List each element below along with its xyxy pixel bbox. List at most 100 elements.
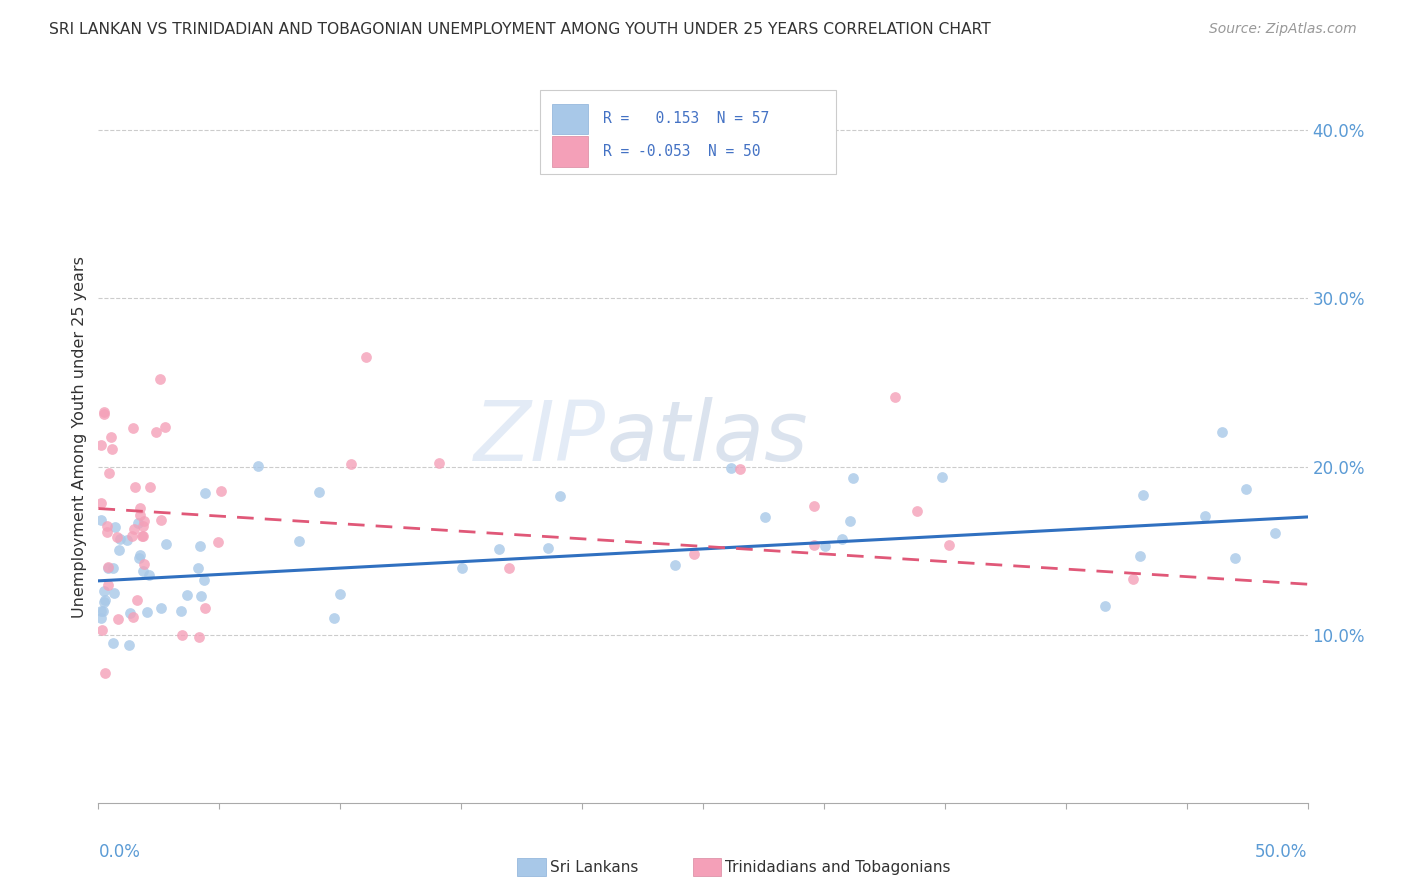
- Point: [127, 516, 149, 530]
- Point: [427, 456, 450, 470]
- Point: [803, 538, 825, 552]
- Text: Trinidadians and Tobagonians: Trinidadians and Tobagonians: [725, 860, 950, 874]
- Point: [101, 442, 124, 456]
- Point: [104, 520, 127, 534]
- Point: [90, 438, 112, 452]
- Point: [129, 500, 152, 515]
- Point: [838, 515, 860, 529]
- Point: [108, 532, 131, 546]
- Point: [153, 419, 176, 434]
- Point: [136, 606, 159, 620]
- Point: [115, 533, 138, 547]
- Point: [97, 561, 120, 575]
- Point: [103, 586, 125, 600]
- Point: [187, 630, 209, 644]
- Point: [720, 461, 742, 475]
- Point: [101, 561, 124, 575]
- Text: Source: ZipAtlas.com: Source: ZipAtlas.com: [1209, 22, 1357, 37]
- Point: [1122, 572, 1144, 586]
- Point: [170, 604, 193, 618]
- Y-axis label: Unemployment Among Youth under 25 years: Unemployment Among Youth under 25 years: [72, 256, 87, 618]
- Point: [207, 534, 229, 549]
- Point: [155, 537, 177, 551]
- Point: [96, 518, 118, 533]
- Point: [118, 639, 141, 653]
- Point: [139, 480, 162, 494]
- Point: [124, 479, 146, 493]
- Point: [132, 557, 155, 571]
- Point: [121, 421, 143, 435]
- Point: [138, 567, 160, 582]
- Point: [176, 588, 198, 602]
- Point: [149, 513, 172, 527]
- Point: [190, 589, 212, 603]
- Point: [145, 425, 167, 440]
- Point: [356, 350, 378, 364]
- Point: [537, 541, 560, 555]
- Point: [91, 604, 114, 618]
- Text: 50.0%: 50.0%: [1256, 843, 1308, 861]
- Point: [842, 471, 865, 485]
- Point: [1264, 526, 1286, 541]
- Point: [93, 407, 115, 421]
- Point: [96, 559, 118, 574]
- Point: [90, 495, 112, 509]
- Point: [1194, 508, 1216, 523]
- Point: [132, 518, 155, 533]
- Point: [94, 666, 117, 681]
- Point: [1234, 482, 1257, 496]
- Point: [664, 558, 686, 572]
- Point: [120, 606, 142, 620]
- Point: [101, 636, 124, 650]
- Text: R =   0.153  N = 57: R = 0.153 N = 57: [603, 112, 769, 127]
- Point: [287, 533, 309, 548]
- Point: [149, 372, 172, 386]
- Text: atlas: atlas: [606, 397, 808, 477]
- Point: [308, 484, 330, 499]
- Point: [93, 583, 115, 598]
- Point: [209, 483, 232, 498]
- Point: [814, 539, 837, 553]
- Text: R = -0.053  N = 50: R = -0.053 N = 50: [603, 145, 761, 160]
- Point: [340, 457, 363, 471]
- Point: [187, 560, 209, 574]
- Point: [728, 462, 751, 476]
- Point: [97, 466, 120, 480]
- Point: [105, 530, 128, 544]
- Point: [96, 525, 118, 540]
- Point: [90, 513, 112, 527]
- Point: [884, 390, 907, 404]
- Point: [188, 539, 211, 553]
- Point: [1094, 599, 1116, 613]
- Point: [90, 623, 112, 637]
- Point: [329, 587, 352, 601]
- Point: [107, 612, 129, 626]
- Point: [108, 542, 131, 557]
- Bar: [551, 136, 588, 167]
- Point: [193, 574, 215, 588]
- Point: [194, 486, 217, 500]
- Point: [97, 578, 120, 592]
- Point: [1132, 488, 1154, 502]
- Point: [548, 489, 571, 503]
- Point: [803, 500, 825, 514]
- Point: [131, 529, 153, 543]
- Point: [194, 601, 217, 615]
- Point: [451, 561, 474, 575]
- Point: [93, 405, 115, 419]
- Point: [323, 611, 346, 625]
- FancyBboxPatch shape: [540, 90, 837, 174]
- Point: [122, 609, 145, 624]
- Point: [124, 522, 146, 536]
- Point: [1225, 551, 1247, 566]
- Text: Sri Lankans: Sri Lankans: [550, 860, 638, 874]
- Point: [131, 528, 153, 542]
- Point: [1129, 549, 1152, 563]
- Point: [831, 533, 853, 547]
- Point: [129, 508, 152, 522]
- Point: [93, 593, 115, 607]
- Point: [100, 430, 122, 444]
- Point: [128, 548, 150, 562]
- Point: [247, 458, 270, 473]
- Point: [1211, 425, 1233, 439]
